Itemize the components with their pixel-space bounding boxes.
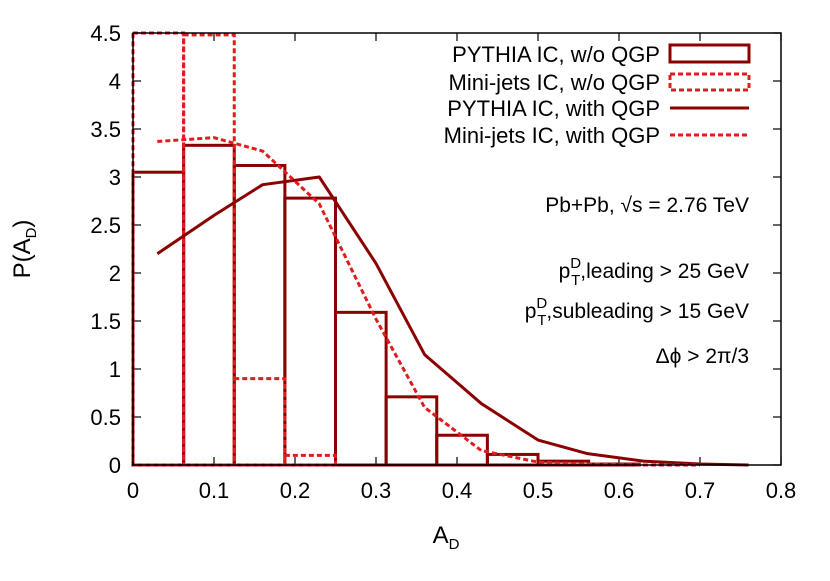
- x-axis-label: AD: [433, 522, 460, 553]
- annotation-dphi-cut: Δϕ > 2π/3: [656, 345, 749, 368]
- line-pythia-with-qgp: [156, 175, 749, 467]
- y-tick-label: 4: [109, 69, 121, 94]
- y-tick-label: 2: [109, 261, 121, 286]
- x-tick-label: 0.3: [361, 478, 392, 503]
- y-tick-label: 0.5: [90, 405, 121, 430]
- x-tick-label: 0.7: [685, 478, 716, 503]
- y-tick-label: 1: [109, 357, 121, 382]
- legend-label-minijets-wo-qgp: Mini-jets IC, w/o QGP: [449, 70, 660, 95]
- annotation-system: Pb+Pb, √s = 2.76 TeV: [545, 194, 749, 217]
- legend-label-minijets-with-qgp: Mini-jets IC, with QGP: [444, 123, 660, 148]
- y-tick-label: 3.5: [90, 117, 121, 142]
- annotations: Pb+Pb, √s = 2.76 TeV pD T,leading > 25 Ge…: [525, 194, 749, 368]
- y-tick-label: 3: [109, 165, 121, 190]
- annotation-leading-cut: pD T,leading > 25 GeV: [559, 255, 749, 289]
- y-tick-label: 2.5: [90, 213, 121, 238]
- y-tick-label: 1.5: [90, 309, 121, 334]
- x-tick-label: 0.8: [766, 478, 797, 503]
- x-tick-label: 0: [127, 478, 139, 503]
- legend-key-pythia-wo-qgp: [668, 43, 751, 64]
- legend-label-pythia-wo-qgp: PYTHIA IC, w/o QGP: [452, 42, 660, 67]
- x-tick-label: 0.6: [604, 478, 635, 503]
- legend: PYTHIA IC, w/o QGP Mini-jets IC, w/o QGP…: [444, 42, 751, 148]
- x-tick-label: 0.5: [523, 478, 554, 503]
- plot-frame: [132, 32, 782, 466]
- x-tick-label: 0.2: [280, 478, 311, 503]
- x-tick-label: 0.4: [442, 478, 473, 503]
- x-tick-label: 0.1: [199, 478, 230, 503]
- legend-label-pythia-with-qgp: PYTHIA IC, with QGP: [447, 96, 660, 121]
- ticks-layer: 0 0.1 0.2 0.3 0.4 0.5 0.6 0.7 0.8 0 0.5 1 1.5 2 2.5 3 3.…: [90, 21, 796, 503]
- annotation-subleading-cut: pD T,subleading > 15 GeV: [525, 295, 749, 329]
- y-axis-label: P(AD): [9, 220, 40, 279]
- y-tick-label: 4.5: [90, 21, 121, 46]
- bar-minijets-wo-qgp: [283, 453, 337, 467]
- y-tick-label: 0: [109, 453, 121, 478]
